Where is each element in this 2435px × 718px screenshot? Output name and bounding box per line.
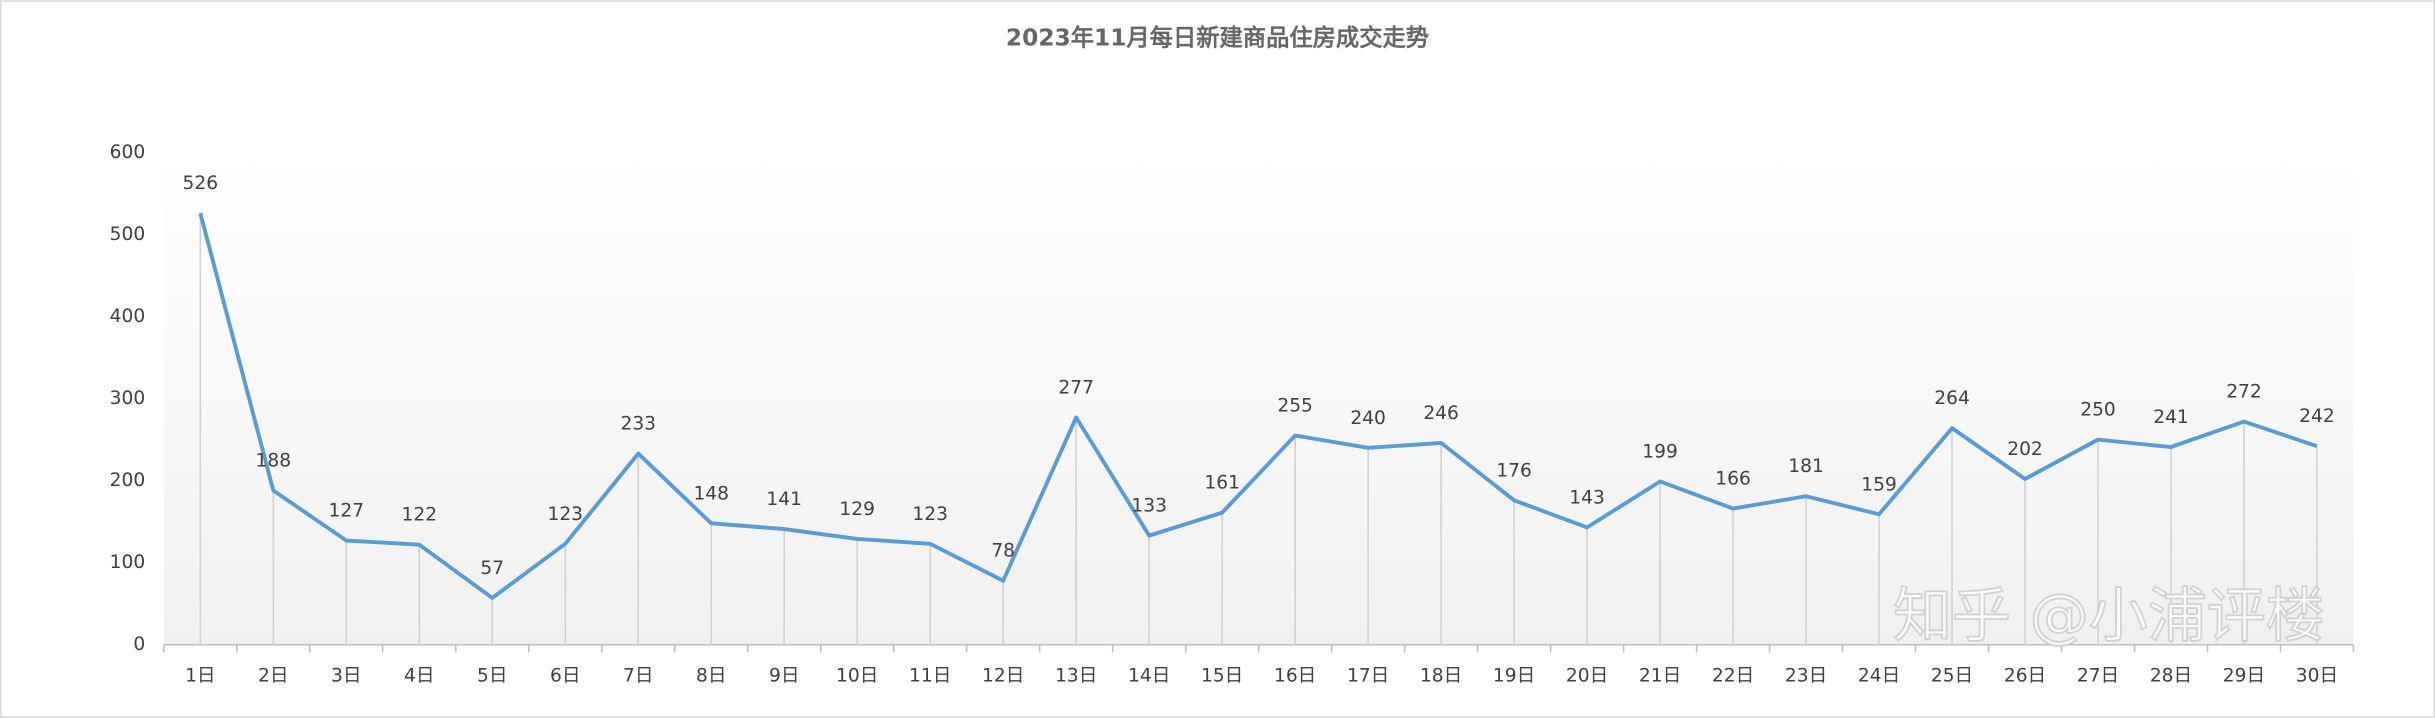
x-tick-label: 9日: [769, 665, 799, 686]
x-tick-label: 7日: [623, 665, 653, 686]
x-tick-label: 2日: [258, 665, 288, 686]
data-label: 233: [620, 414, 656, 435]
data-label: 123: [912, 504, 948, 525]
y-tick-label: 400: [110, 306, 146, 327]
data-label: 129: [839, 499, 875, 520]
x-tick-label: 19日: [1493, 665, 1535, 686]
x-tick-label: 13日: [1055, 665, 1097, 686]
data-label: 250: [2080, 400, 2116, 421]
data-label: 141: [766, 489, 802, 510]
plot: 0 100 200 300 400 500 600 1日 2日 3日 4日 5日 6日 7日 8日 9日 10日…: [110, 142, 2355, 686]
chart-title: 2023年11月每日新建商品住房成交走势: [1006, 25, 1429, 52]
x-tick-label: 10日: [836, 665, 878, 686]
data-label: 188: [256, 450, 292, 471]
y-tick-label: 500: [110, 224, 146, 245]
x-tick-label: 23日: [1785, 665, 1827, 686]
data-label: 143: [1569, 487, 1605, 508]
y-tick-label: 300: [110, 388, 146, 409]
x-tick-label: 15日: [1201, 665, 1243, 686]
x-tick-label: 29日: [2223, 665, 2265, 686]
data-label: 246: [1423, 403, 1459, 424]
x-tick-label: 21日: [1639, 665, 1681, 686]
data-label: 277: [1058, 377, 1094, 398]
x-tick-label: 17日: [1347, 665, 1389, 686]
data-label: 202: [2007, 439, 2043, 460]
x-tick-label: 1日: [185, 665, 215, 686]
data-label: 242: [2299, 406, 2335, 427]
data-label: 122: [402, 505, 438, 526]
x-tick-label: 12日: [982, 665, 1024, 686]
x-tick-label: 11日: [909, 665, 951, 686]
data-label: 241: [2153, 407, 2189, 428]
data-label: 181: [1788, 456, 1824, 477]
data-label: 526: [183, 173, 219, 194]
watermark: 知乎 @小浦评楼: [1893, 581, 2325, 650]
y-tick-label: 200: [110, 470, 146, 491]
x-tick-label: 28日: [2150, 665, 2192, 686]
data-label: 159: [1861, 474, 1897, 495]
y-tick-label: 100: [110, 552, 146, 573]
x-tick-label: 14日: [1128, 665, 1170, 686]
x-tick-label: 4日: [404, 665, 434, 686]
x-tick-label: 6日: [550, 665, 580, 686]
data-label: 148: [693, 483, 729, 504]
x-tick-label: 24日: [1858, 665, 1900, 686]
data-label: 78: [991, 541, 1015, 562]
x-tick-label: 26日: [2004, 665, 2046, 686]
data-label: 123: [547, 504, 583, 525]
data-label: 166: [1715, 469, 1751, 490]
data-label: 272: [2226, 382, 2262, 403]
x-tick-label: 22日: [1712, 665, 1754, 686]
x-tick-label: 5日: [477, 665, 507, 686]
x-tick-label: 3日: [331, 665, 361, 686]
y-tick-label: 600: [110, 142, 146, 163]
x-tick-label: 25日: [1931, 665, 1973, 686]
data-label: 240: [1350, 408, 1386, 429]
plot-area: [163, 152, 2354, 645]
data-label: 127: [329, 501, 365, 522]
x-tick-label: 8日: [696, 665, 726, 686]
data-label: 255: [1277, 396, 1313, 417]
y-tick-label: 0: [133, 634, 145, 655]
data-label: 133: [1131, 496, 1167, 517]
data-label: 57: [480, 558, 504, 579]
x-tick-label: 16日: [1274, 665, 1316, 686]
data-label: 264: [1934, 388, 1970, 409]
data-label: 176: [1496, 460, 1532, 481]
line: [198, 212, 2318, 600]
x-tick-label: 20日: [1566, 665, 1608, 686]
x-tick-label: 27日: [2077, 665, 2119, 686]
x-tick-label: 18日: [1420, 665, 1462, 686]
data-label: 161: [1204, 473, 1240, 494]
data-label: 199: [1642, 441, 1678, 462]
x-tick-label: 30日: [2296, 665, 2338, 686]
